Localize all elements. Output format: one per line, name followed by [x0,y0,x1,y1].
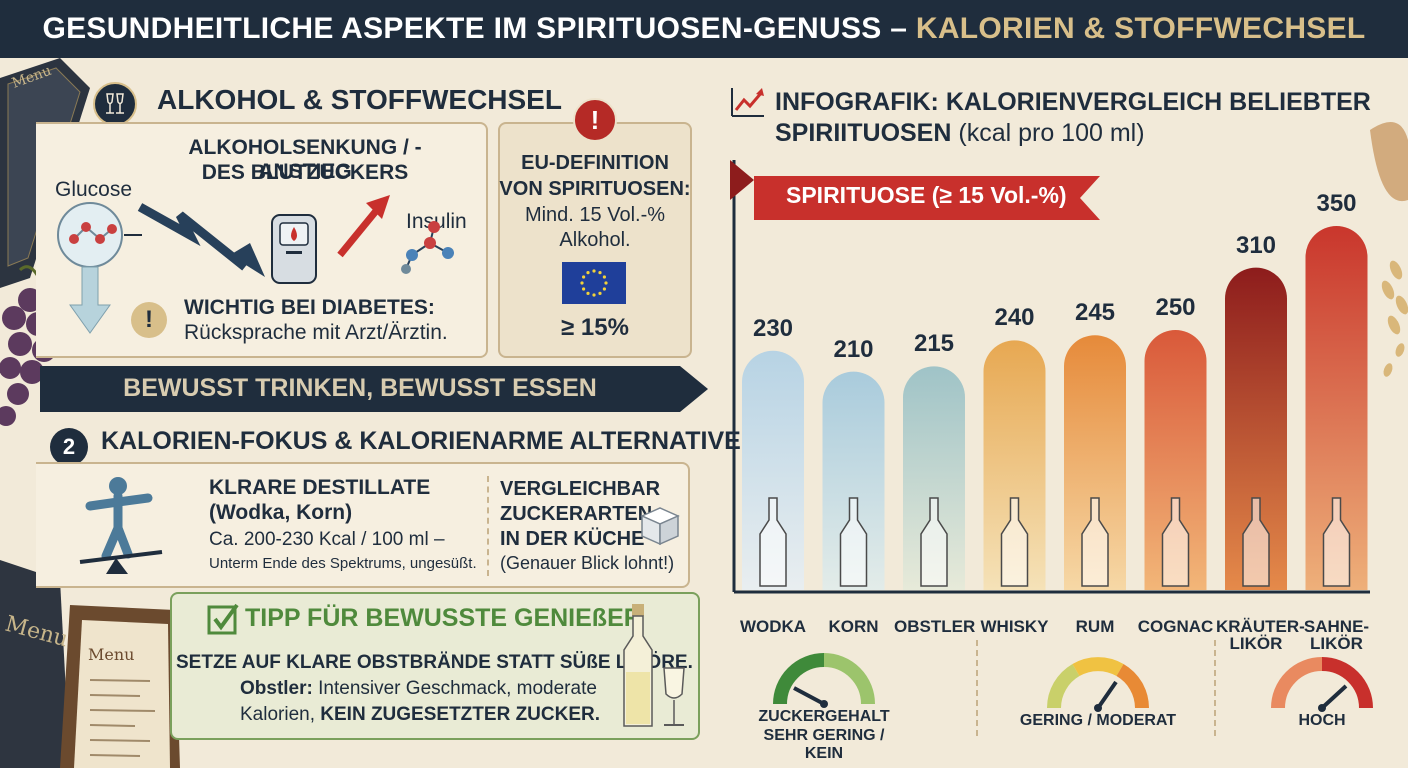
calories-panel [36,462,690,588]
sugar-cube-icon [640,507,680,546]
bar-korn [822,371,885,590]
clear-distillates-text-line2: Unterm Ende des Spektrums, ungesüßt. [209,555,477,572]
bar-obstler [903,366,965,590]
sugar-title-line3: IN DER KÜCHE [500,528,645,550]
sugar-text: (Genauer Blick lohnt!) [500,553,675,573]
value-label: 230 [752,314,794,342]
bottle-icon [920,497,948,587]
value-label: 350 [1316,190,1357,217]
tip-line2: Obstler: Intensiver Geschmack, moderate [240,678,597,699]
value-label: 215 [913,330,955,358]
clear-distillates-title-line1: KLRARE DESTILLATE [209,476,431,499]
gauge-divider-2 [1214,640,1216,736]
sugar-gauge-mid [1047,657,1149,712]
gauge-low-label-line1: ZUCKERGEHALT [758,708,890,725]
clear-distillates-text-line1: Ca. 200-230 Kcal / 100 ml – [209,529,445,550]
value-label: 240 [994,304,1035,332]
tip-title: TIPP FÜR BEWUSSTE GENIEßER [245,604,642,632]
header-bar: GESUNDHEITLICHE ASPEKTE IM SPIRITUOSEN-G… [0,0,1408,58]
section2-number-badge: 2 [50,428,88,466]
bottle-icon [1322,497,1351,587]
value-label: 210 [833,335,874,363]
category-label: KORN [828,617,879,636]
category-label: COGNAC [1137,617,1214,636]
tip-panel [170,592,700,740]
bar-rum [1064,335,1126,590]
svg-text:Menu: Menu [88,645,134,664]
bottle-and-glass-icon [623,604,685,727]
blood-sugar-diagram [57,195,454,334]
bottle-icon [1000,497,1029,587]
glucose-label: Glucose [55,178,133,201]
sugar-gauge-high [1271,657,1373,712]
category-label: KRÄUTER- LIKÖR [1216,617,1305,653]
chart-trend-icon [731,88,764,117]
bottle-icon [1161,497,1190,587]
alert-icon: ! [573,98,617,142]
divider [487,476,489,576]
warning-icon: ! [131,302,167,338]
ribbon-text: SPIRITUOSE (≥ 15 Vol.-%) [786,182,1067,208]
eu-definition-panel [498,122,692,358]
category-label: OBSTLER [894,617,976,636]
diagram-title-line1: ALKOHOLSENKUNG / -ANSTIEG [188,136,422,183]
bar-kräuter-likör [1225,267,1287,590]
eu-line1: EU-DEFINITION [521,152,669,174]
diagram-title-line2: DES BLUTZUCKERS [201,161,409,184]
bar-cognac [1144,329,1207,590]
gauge-high-label: HOCH [1298,712,1346,729]
eu-line4: Alkohol. [559,229,631,251]
banner-arrow [40,366,708,412]
clear-distillates-title-line2: (Wodka, Korn) [209,501,353,524]
bar-whisky [983,340,1046,590]
category-label: SAHNE- LIKÖR [1303,617,1370,653]
section2-title: KALORIEN-FOKUS & KALORIENARME ALTERNATIV… [101,427,759,455]
category-label: WHISKY [980,617,1049,636]
bar-sahne-likör [1305,225,1368,590]
diabetes-warning-text: Rücksprache mit Arzt/Ärztin. [184,321,448,344]
chart-axes [732,160,1370,594]
wheat-illustration [1370,122,1408,377]
ribbon-banner [730,160,1100,220]
category-label: WODKA [739,617,807,636]
menu-clipboard-illustration: Menu Menu [0,560,180,768]
checkmark-icon [207,603,239,635]
value-label: 245 [1074,299,1116,327]
category-label: RUM [1075,617,1115,636]
eu-line3: Mind. 15 Vol.-% [524,204,666,226]
chart-title-line1: INFOGRAFIK: KALORIENVERGLEICH BELIEBTER [775,88,1371,116]
sugar-title-line1: VERGLEICHBAR [500,478,661,500]
gauge-mid-label: GERING / MODERAT [1019,712,1177,729]
bottle-icon [839,497,868,587]
eu-flag-icon [562,262,626,304]
gauge-divider-1 [976,640,978,736]
eu-line2: VON SPIRITUOSEN: [499,178,691,200]
chart-title-line2: SPIRIITUOSEN (kcal pro 100 ml) [775,119,1145,147]
balance-person-icon [79,477,163,574]
wine-glasses-icon [93,82,137,126]
bottle-icon [1242,497,1270,587]
sugar-title-line2: ZUCKERARTEN [500,503,653,525]
tip-line1: SETZE AUF KLARE OBSTBRÄNDE STATT SÜßE LI… [176,652,693,673]
tip-line3: Kalorien, KEIN ZUGESETZTER ZUCKER. [240,704,601,725]
page-title: GESUNDHEITLICHE ASPEKTE IM SPIRITUOSEN-G… [42,12,1366,45]
bottle-icon [1081,497,1109,587]
gauge-low-label-line2: SEHR GERING / KEIN [763,727,885,762]
eu-threshold: ≥ 15% [561,314,629,341]
value-label: 310 [1235,231,1277,259]
sugar-gauge-low [773,653,875,708]
value-label: 250 [1155,294,1196,321]
diabetes-warning-title: WICHTIG BEI DIABETES: [184,296,435,319]
section1-title: ALKOHOL & STOFFWECHSEL [157,84,562,115]
bottle-icon [759,497,787,587]
bar-wodka [742,350,804,590]
banner-text: BEWUSST TRINKEN, BEWUSST ESSEN [123,374,597,402]
